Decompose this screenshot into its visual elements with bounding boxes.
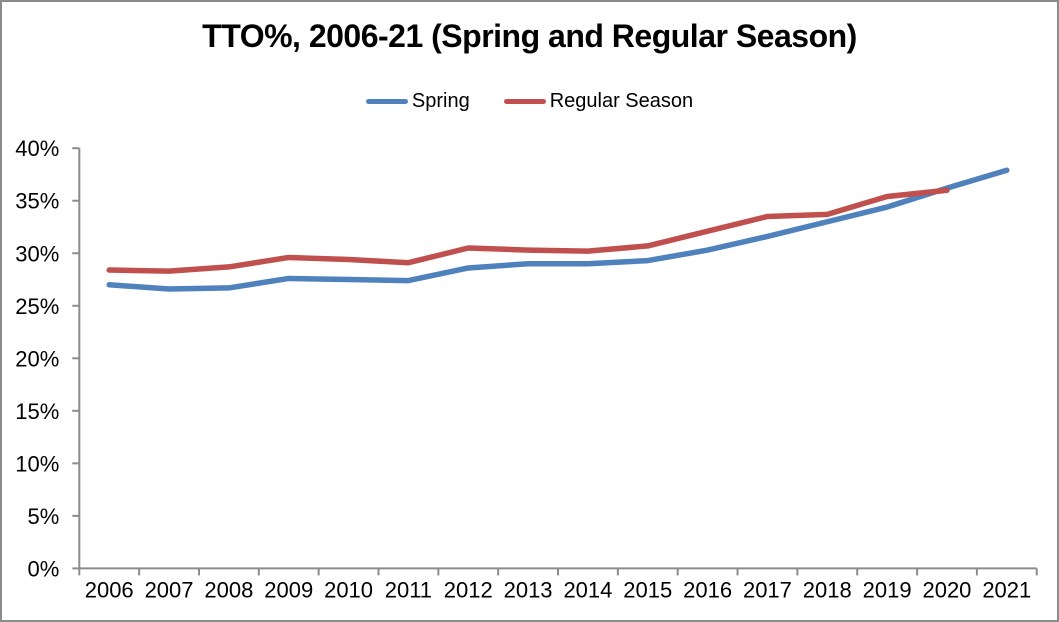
x-axis-tick-label: 2015 xyxy=(623,577,672,602)
x-axis-tick-label: 2012 xyxy=(444,577,493,602)
y-axis-tick-label: 30% xyxy=(15,241,59,266)
series-line-regular-season xyxy=(106,187,950,274)
x-axis-tick-label: 2007 xyxy=(145,577,194,602)
x-axis-tick-label: 2010 xyxy=(324,577,373,602)
legend-item-spring: Spring xyxy=(365,90,470,113)
y-axis-tick-label: 25% xyxy=(15,294,59,319)
legend-swatch xyxy=(503,99,546,104)
legend-item-regular-season: Regular Season xyxy=(503,90,694,113)
x-axis-tick-label: 2020 xyxy=(922,577,971,602)
y-axis-tick-label: 5% xyxy=(28,504,60,529)
legend-swatch xyxy=(365,99,408,104)
y-axis-tick-label: 10% xyxy=(15,451,59,476)
x-axis-tick-label: 2016 xyxy=(683,577,732,602)
x-axis-tick-label: 2021 xyxy=(982,577,1031,602)
y-axis-tick-label: 40% xyxy=(15,136,59,161)
x-axis-tick-label: 2011 xyxy=(385,577,432,602)
x-axis-tick-label: 2008 xyxy=(204,577,253,602)
legend-label-spring: Spring xyxy=(411,90,470,112)
legend-label-regular-season: Regular Season xyxy=(549,90,694,112)
y-axis-tick-label: 35% xyxy=(15,189,59,214)
chart-legend: Spring Regular Season xyxy=(2,90,1057,113)
series-line-spring xyxy=(106,167,1010,292)
chart-title: TTO%, 2006-21 (Spring and Regular Season… xyxy=(202,18,857,54)
x-axis-tick-label: 2017 xyxy=(743,577,792,602)
y-axis-tick-label: 15% xyxy=(15,399,59,424)
x-axis-tick-label: 2009 xyxy=(264,577,313,602)
x-axis-tick-label: 2019 xyxy=(863,577,912,602)
y-axis-tick-label: 0% xyxy=(28,556,60,581)
x-axis-tick-label: 2018 xyxy=(803,577,852,602)
x-axis-tick-label: 2006 xyxy=(85,577,134,602)
x-axis-tick-label: 2014 xyxy=(563,577,612,602)
y-axis-tick-label: 20% xyxy=(15,346,59,371)
x-axis-tick-label: 2013 xyxy=(504,577,553,602)
